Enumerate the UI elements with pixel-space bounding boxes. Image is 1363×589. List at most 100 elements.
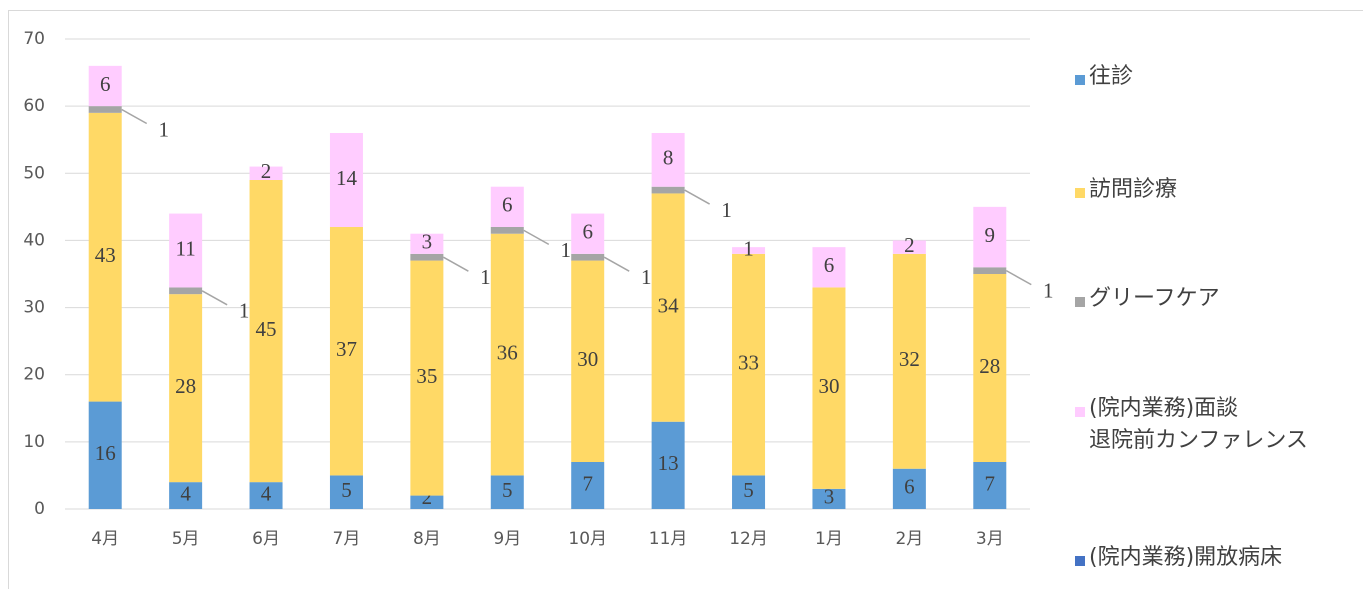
legend-swatch <box>1075 297 1085 307</box>
bar-segment <box>249 166 283 180</box>
bar-segment <box>651 193 685 422</box>
bar-segment <box>812 247 846 288</box>
bar-segment <box>249 482 283 509</box>
bar-segment <box>169 287 203 295</box>
bar-segment <box>169 294 203 483</box>
bar-segment <box>410 233 444 254</box>
bar-segment <box>892 240 926 254</box>
y-tick-label: 20 <box>23 365 45 385</box>
x-tick-label: 8月 <box>413 529 441 549</box>
bar-segment <box>88 401 122 509</box>
bar-segment <box>812 488 846 509</box>
data-label: 9 <box>985 223 996 247</box>
data-label: 3 <box>422 230 433 254</box>
data-label: 7 <box>985 471 996 495</box>
bar-segment <box>812 287 846 489</box>
data-label: 8 <box>663 146 674 170</box>
bar-segment <box>88 106 122 113</box>
data-label: 5 <box>743 478 754 502</box>
legend-swatch <box>1075 188 1085 198</box>
data-label: 7 <box>582 471 593 495</box>
bar-segment <box>329 133 363 227</box>
bar-segment <box>88 65 122 107</box>
data-label: 6 <box>904 475 915 499</box>
legend-swatch <box>1075 556 1085 566</box>
data-label: 13 <box>658 451 679 475</box>
data-label: 1 <box>743 236 754 260</box>
x-tick-label: 11月 <box>649 529 688 549</box>
bar-segment <box>169 213 203 288</box>
bar-segment <box>651 133 685 187</box>
data-label: 11 <box>176 236 196 260</box>
data-label: 43 <box>95 243 116 267</box>
y-tick-label: 40 <box>23 230 45 250</box>
bar-segment <box>571 462 605 509</box>
legend-item: (院内業務)面談 退院前カンファレンス <box>1075 396 1308 457</box>
bar-segment <box>490 475 524 509</box>
leader-line <box>1005 269 1032 286</box>
bar-segment <box>973 462 1007 509</box>
bar-segment <box>571 213 605 254</box>
data-label: 2 <box>904 233 915 257</box>
legend-item: (院内業務)開放病床 <box>1075 545 1282 574</box>
x-tick-label: 6月 <box>252 529 280 549</box>
bar-segment <box>973 274 1007 462</box>
data-label: 6 <box>502 193 513 217</box>
data-label: 4 <box>261 481 272 505</box>
leader-line <box>121 108 148 125</box>
bar-segment <box>651 186 685 194</box>
bar-segment <box>973 206 1007 268</box>
bar-segment <box>571 260 605 462</box>
data-label: 5 <box>341 478 352 502</box>
x-tick-label: 5月 <box>172 529 200 549</box>
x-tick-label: 9月 <box>493 529 521 549</box>
data-label: 5 <box>502 478 513 502</box>
data-label: 37 <box>336 337 357 361</box>
y-tick-label: 50 <box>23 163 45 183</box>
legend-label: グリーフケア <box>1089 286 1220 311</box>
data-label: 30 <box>577 347 598 371</box>
data-label: 1 <box>1043 278 1054 302</box>
bar-segment <box>329 475 363 509</box>
data-label: 6 <box>582 220 593 244</box>
x-tick-label: 1月 <box>815 529 843 549</box>
legend-label: 訪問診療 <box>1089 177 1178 202</box>
data-label: 35 <box>416 364 437 388</box>
legend-label: 往診 <box>1089 64 1134 89</box>
bar-segment <box>732 253 766 476</box>
data-label: 1 <box>239 299 250 323</box>
bar-segment <box>892 253 926 469</box>
legend-item: グリーフケア <box>1075 286 1220 315</box>
legend-item: 往診 <box>1075 64 1133 93</box>
data-label: 1 <box>561 238 572 262</box>
data-label: 6 <box>824 253 835 277</box>
bar-segment <box>410 260 444 496</box>
data-label: 4 <box>180 481 191 505</box>
bar-segment <box>732 475 766 509</box>
bar-segment <box>732 247 766 254</box>
data-label: 1 <box>480 265 491 289</box>
data-label: 6 <box>100 72 111 96</box>
bar-segment <box>88 112 122 402</box>
data-label: 36 <box>497 340 518 364</box>
bar-segment <box>490 233 524 476</box>
leader-line <box>201 290 228 306</box>
data-label: 28 <box>979 354 1000 378</box>
data-label: 16 <box>95 441 116 465</box>
data-label: 45 <box>256 317 277 341</box>
bar-segment <box>410 495 444 509</box>
data-label: 1 <box>641 265 652 289</box>
bar-segment <box>169 482 203 509</box>
data-label: 30 <box>818 374 839 398</box>
y-tick-label: 60 <box>23 96 45 116</box>
data-label: 2 <box>261 159 272 183</box>
leader-line <box>603 256 630 272</box>
y-tick-label: 30 <box>23 298 45 318</box>
data-label: 32 <box>899 347 920 371</box>
bar-segment <box>973 267 1007 274</box>
data-label: 1 <box>721 198 732 222</box>
legend: 往診訪問診療グリーフケア (院内業務)面談 退院前カンファレンス (院内業務)開放病… <box>1075 0 1363 589</box>
data-label: 28 <box>175 374 196 398</box>
leader-line <box>443 256 469 272</box>
